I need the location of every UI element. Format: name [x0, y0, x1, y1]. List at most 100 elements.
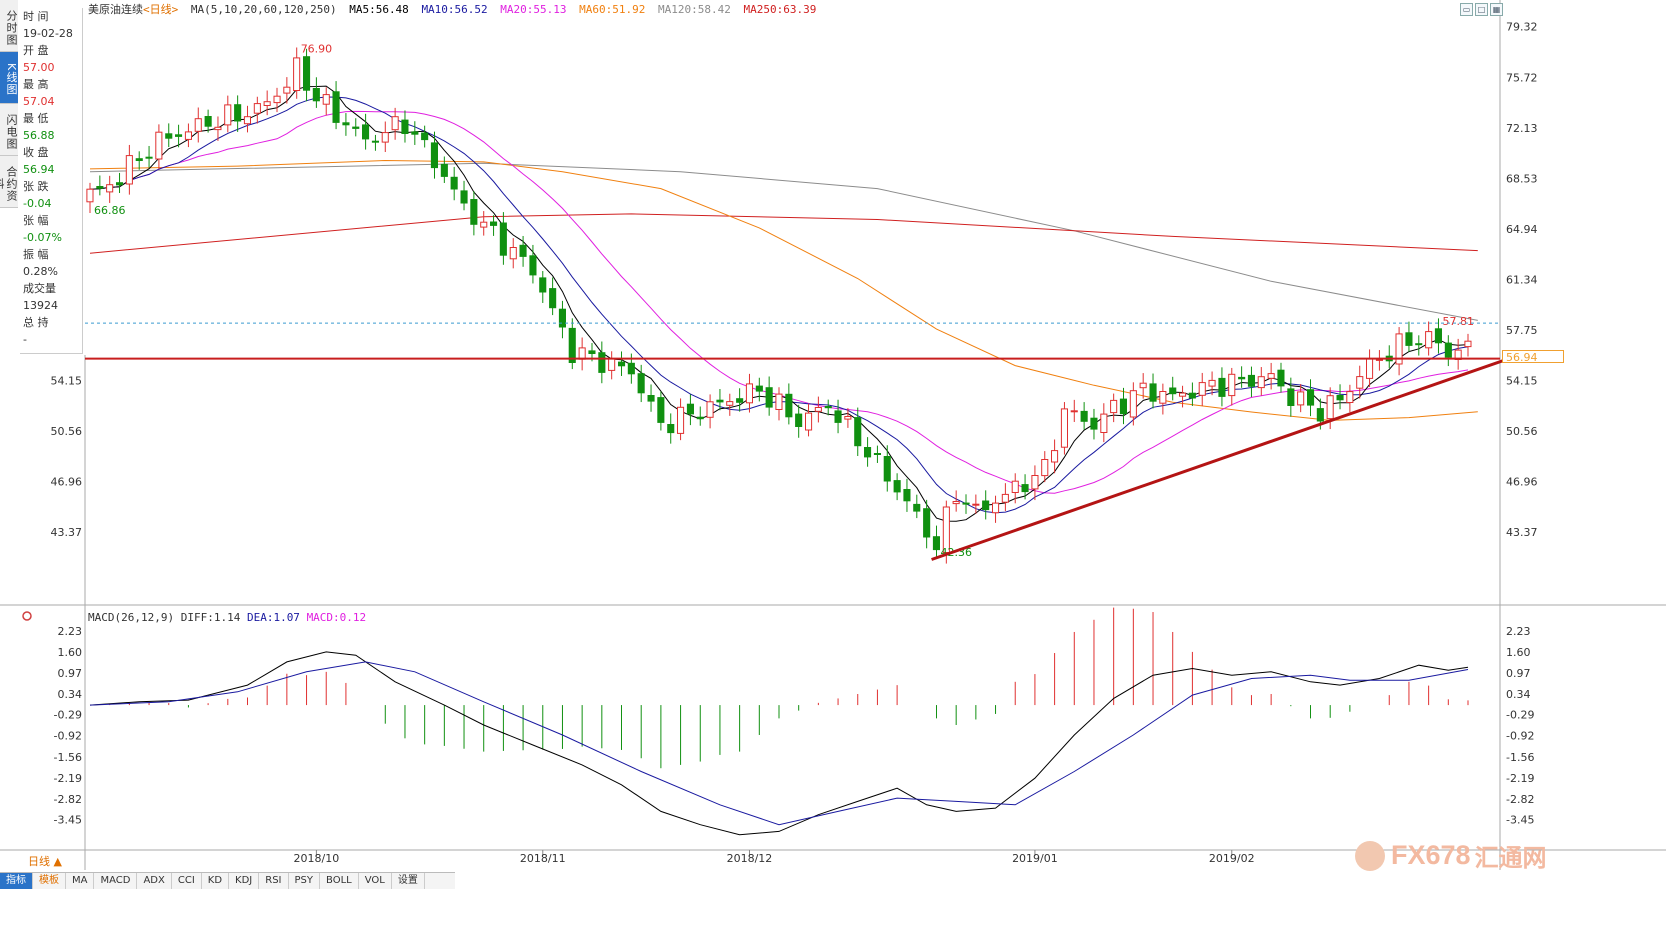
tab-cci[interactable]: CCI: [172, 873, 202, 889]
candle: [322, 87, 330, 116]
candle: [1070, 399, 1078, 422]
y-tick-left: 50.56: [51, 425, 83, 438]
candle: [519, 235, 527, 267]
maximize-icon[interactable]: □: [1475, 3, 1488, 16]
candle-body: [1434, 328, 1443, 344]
candle-body: [106, 184, 114, 193]
candle-body: [96, 186, 104, 189]
candle: [352, 118, 360, 137]
candle-body: [342, 122, 350, 126]
macd-y-tick-left: 2.23: [58, 625, 83, 638]
candle-body: [913, 503, 921, 512]
candle: [1385, 345, 1393, 369]
macd-y-tick-right: -1.56: [1506, 751, 1534, 764]
candle: [745, 373, 754, 413]
candle-body: [1297, 391, 1305, 406]
tab-ma[interactable]: MA: [66, 873, 95, 889]
candle: [1247, 366, 1256, 398]
candle-body: [647, 395, 655, 402]
candle: [1434, 318, 1443, 354]
tab-flash[interactable]: 闪电图: [0, 104, 18, 156]
candle: [923, 499, 931, 549]
candle-body: [578, 347, 586, 360]
tab-kdj[interactable]: KDJ: [229, 873, 260, 889]
candle-body: [755, 385, 763, 392]
y-tick-right: 64.94: [1506, 223, 1538, 236]
watermark-cn: 汇通网: [1474, 844, 1547, 872]
low-label: 最 低: [23, 112, 49, 125]
candle-body: [873, 453, 882, 455]
candle-body: [883, 456, 891, 482]
ma-line-ma60: [89, 159, 1478, 421]
candle: [1375, 350, 1384, 371]
candle-body: [637, 373, 645, 394]
restore-icon[interactable]: ▭: [1460, 3, 1473, 16]
tab-kline[interactable]: K线图: [0, 52, 18, 104]
tab-templates[interactable]: 模板: [33, 873, 66, 889]
candle: [558, 300, 567, 339]
candle-body: [243, 116, 251, 125]
tab-adx[interactable]: ADX: [137, 873, 172, 889]
candle-body: [627, 362, 635, 375]
tab-boll[interactable]: BOLL: [320, 873, 359, 889]
ma-line-ma5: [89, 85, 1469, 522]
candle: [1119, 387, 1128, 425]
period-button[interactable]: 日线 ▲: [28, 855, 62, 868]
candle: [184, 123, 192, 148]
candle-body: [834, 410, 842, 423]
candle-body: [618, 361, 626, 367]
candle-body: [1425, 331, 1433, 349]
candle-body: [568, 327, 576, 363]
grid-icon[interactable]: ▦: [1490, 3, 1503, 16]
candle-body: [745, 383, 754, 404]
candle: [214, 116, 222, 141]
candle: [1100, 403, 1108, 443]
tab-contract-info[interactable]: 合约资料: [0, 156, 18, 208]
y-tick-right: 79.32: [1506, 21, 1538, 34]
candle-body: [962, 502, 970, 505]
candle-body: [1395, 333, 1403, 365]
tab-rsi[interactable]: RSI: [259, 873, 289, 889]
period-tag: <日线>: [143, 3, 179, 16]
ma-line-ma10: [89, 96, 1469, 514]
y-tick-right: 72.13: [1506, 122, 1538, 135]
macd-y-tick-right: -3.45: [1506, 814, 1534, 827]
candle-body: [509, 247, 517, 260]
candle: [263, 90, 271, 116]
macd-y-tick-right: 0.97: [1506, 667, 1531, 680]
candle-body: [736, 398, 744, 403]
candle: [706, 394, 714, 429]
tab-time-sharing[interactable]: 分时图: [0, 0, 18, 52]
tab-kd[interactable]: KD: [202, 873, 230, 889]
candle: [224, 95, 232, 133]
ma10-value: MA10:56.52: [421, 3, 488, 16]
x-tick-label: 2018/10: [294, 852, 340, 865]
candle: [253, 96, 261, 124]
candle: [1307, 379, 1315, 417]
annotation-start-low: 66.86: [94, 204, 126, 217]
candle: [332, 81, 340, 130]
candle-body: [726, 401, 734, 406]
tab-macd[interactable]: MACD: [94, 873, 138, 889]
candle-body: [716, 399, 724, 403]
tab-psy[interactable]: PSY: [289, 873, 321, 889]
candle: [1228, 367, 1236, 406]
y-tick-right: 75.72: [1506, 71, 1538, 84]
candle-body: [1070, 410, 1078, 413]
candle-body: [1277, 369, 1285, 387]
candle: [194, 107, 202, 143]
candle-body: [785, 393, 793, 418]
candle: [844, 408, 852, 428]
tab-indicators[interactable]: 指标: [0, 873, 33, 889]
tab-vol[interactable]: VOL: [359, 873, 392, 889]
candle-body: [234, 104, 242, 122]
candle: [1031, 465, 1039, 501]
high-label: 最 高: [23, 78, 49, 91]
tab-settings[interactable]: 设置: [392, 873, 425, 889]
y-tick-left: 54.15: [51, 374, 83, 387]
candle: [1405, 321, 1413, 352]
candle-body: [1316, 408, 1324, 422]
ma-params: MA(5,10,20,60,120,250): [190, 3, 337, 16]
candle-body: [352, 126, 360, 129]
volume-value: 13924: [23, 299, 58, 312]
